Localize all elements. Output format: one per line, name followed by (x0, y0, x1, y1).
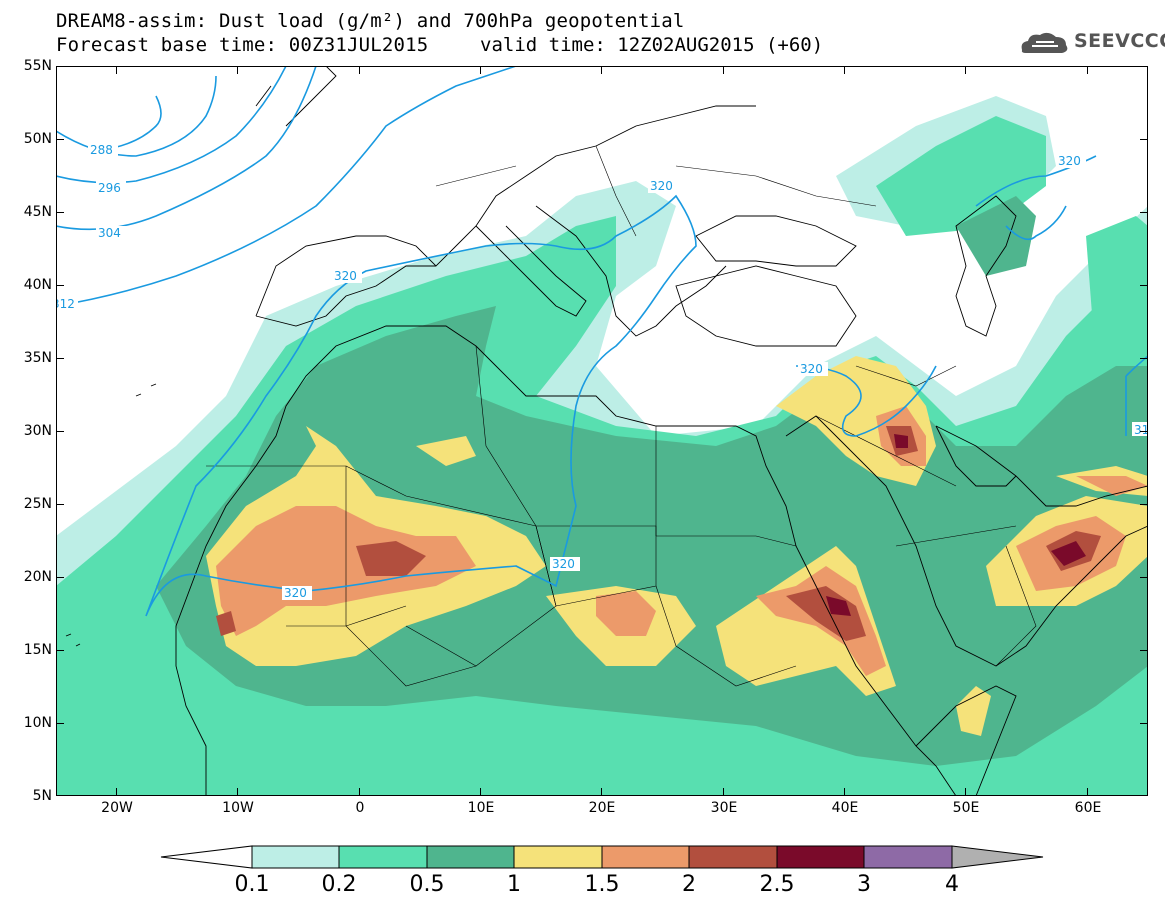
colorbar-cell-2 (426, 845, 515, 869)
lat-label-10n: 10N (23, 715, 52, 731)
contour-label-320-f: 320 (1058, 154, 1081, 168)
colorbar-cell-7 (863, 845, 953, 869)
contour-labels: 288 296 304 312 320 320 320 320 320 320 … (56, 143, 1148, 600)
lon-label-20e: 20E (588, 800, 616, 816)
contour-label-304: 304 (98, 226, 121, 240)
lon-label-60e: 60E (1074, 800, 1102, 816)
lat-label-50n: 50N (23, 131, 52, 147)
chart-title: DREAM8-assim: Dust load (g/m²) and 700hP… (56, 10, 685, 32)
colorbar-label-2.5: 2.5 (759, 872, 795, 897)
coastlines (65, 66, 1148, 796)
lat-label-5n: 5N (32, 788, 52, 804)
colorbar (160, 845, 1044, 869)
valid-time: valid time: 12Z02AUG2015 (+60) (480, 34, 824, 56)
colorbar-label-0.1: 0.1 (234, 872, 270, 897)
colorbar-label-4: 4 (945, 872, 959, 897)
colorbar-cell-4 (601, 845, 690, 869)
lat-label-40n: 40N (23, 277, 52, 293)
colorbar-cell-0 (251, 845, 340, 869)
colorbar-label-3: 3 (857, 872, 871, 897)
colorbar-label-0.5: 0.5 (409, 872, 445, 897)
colorbar-cell-5 (688, 845, 778, 869)
dust-level-2 (356, 541, 426, 576)
dust-load-map: 288 296 304 312 320 320 320 320 320 320 … (56, 66, 1148, 796)
colorbar-label-2: 2 (682, 872, 696, 897)
lon-label-40e: 40E (831, 800, 859, 816)
country-borders (206, 145, 1037, 687)
colorbar-label-1: 1 (507, 872, 521, 897)
cloud-icon (1021, 32, 1068, 53)
colorbar-cell-3 (513, 845, 603, 869)
colorbar-label-1.5: 1.5 (584, 872, 620, 897)
contour-label-320-e: 320 (800, 362, 823, 376)
contour-label-296: 296 (98, 181, 121, 195)
lat-label-35n: 35N (23, 350, 52, 366)
colorbar-label-0.2: 0.2 (321, 872, 357, 897)
lat-label-20n: 20N (23, 569, 52, 585)
lon-label-10e: 10E (467, 800, 495, 816)
colorbar-cell-6 (776, 845, 865, 869)
logo-text: SEEVCCC (1074, 30, 1165, 52)
lon-label-20w: 20W (101, 800, 133, 816)
contour-label-320-a: 320 (334, 269, 357, 283)
lat-label-30n: 30N (23, 423, 52, 439)
lat-label-45n: 45N (23, 204, 52, 220)
colorbar-cell-1 (338, 845, 428, 869)
lat-label-25n: 25N (23, 496, 52, 512)
contour-label-320-d: 320 (552, 557, 575, 571)
colorbar-over-triangle (951, 845, 1044, 869)
lat-label-55n: 55N (23, 58, 52, 74)
contour-label-320-c: 320 (284, 586, 307, 600)
contour-label-31: 31 (1134, 423, 1148, 437)
lon-label-30e: 30E (710, 800, 738, 816)
lon-label-0: 0 (355, 800, 365, 816)
lon-label-50e: 50E (952, 800, 980, 816)
dust-shading (56, 96, 1148, 796)
contour-label-320-b: 320 (650, 179, 673, 193)
lon-label-10w: 10W (222, 800, 254, 816)
lat-label-15n: 15N (23, 642, 52, 658)
dust-level-2.5 (1051, 541, 1086, 566)
colorbar-under-triangle (160, 845, 253, 869)
contour-label-312: 312 (56, 297, 75, 311)
contour-label-288: 288 (90, 143, 113, 157)
forecast-base-time: Forecast base time: 00Z31JUL2015 (56, 34, 429, 56)
map-ticks (56, 66, 1148, 796)
